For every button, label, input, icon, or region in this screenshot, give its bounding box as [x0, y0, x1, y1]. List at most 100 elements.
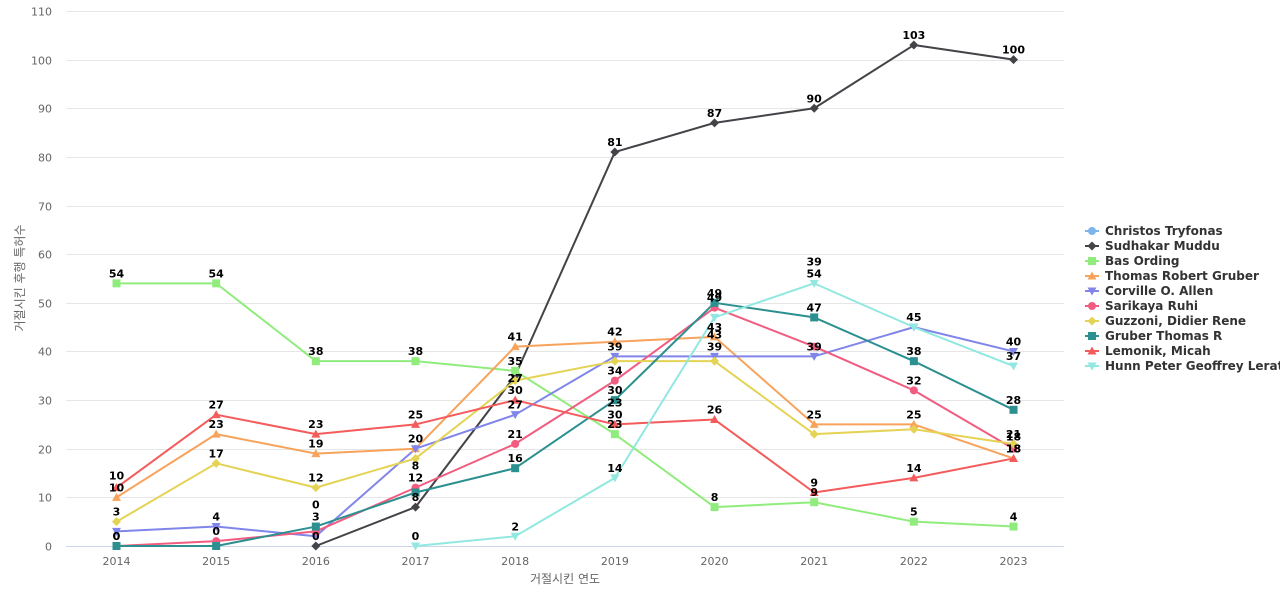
legend-symbol [1088, 227, 1096, 235]
legend-item-lemonik-micah[interactable]: Lemonik, Micah [1085, 344, 1211, 358]
legend-symbol [1088, 302, 1096, 310]
legend-label: Sarikaya Ruhi [1105, 299, 1198, 313]
point-guzzoni-didier-rene [411, 453, 421, 463]
point-bas-ording [810, 498, 819, 507]
data-label: 40 [1006, 335, 1022, 348]
data-label: 90 [807, 92, 823, 105]
point-thomas-robert-gruber [909, 419, 919, 428]
data-label: 32 [906, 374, 921, 387]
data-label: 100 [1002, 44, 1025, 57]
data-label: 30 [508, 384, 524, 397]
data-label: 49 [707, 292, 722, 305]
point-sarikaya-ruhi [810, 342, 819, 351]
legend-item-bas-ording[interactable]: Bas Ording [1085, 254, 1180, 268]
legend-label: Corville O. Allen [1105, 284, 1213, 298]
data-label: 3 [113, 506, 121, 519]
point-thomas-robert-gruber [311, 449, 321, 458]
legend-item-sudhakar-muddu[interactable]: Sudhakar Muddu [1085, 239, 1220, 253]
data-label: 54 [209, 267, 225, 280]
point-corville-o-allen [211, 523, 221, 532]
series-markers-sarikaya-ruhi [112, 303, 1018, 550]
y-tick-label: 20 [38, 444, 52, 457]
data-label: 23 [209, 418, 224, 431]
data-label: 8 [412, 491, 420, 504]
point-gruber-thomas-r [1009, 405, 1018, 414]
point-bas-ording [610, 430, 619, 439]
point-hunn-peter-geoffrey-lerato [909, 323, 919, 332]
legend-symbol [1087, 346, 1097, 355]
point-gruber-thomas-r [311, 522, 320, 531]
data-label: 9 [810, 486, 818, 499]
legend-symbol [1087, 271, 1097, 280]
series-markers [112, 40, 1019, 551]
point-guzzoni-didier-rene [909, 424, 919, 434]
point-lemonik-micah [809, 488, 819, 496]
legend-label: Guzzoni, Didier Rene [1105, 314, 1246, 328]
series-line-gruber-thomas-r [115, 301, 1015, 547]
point-lemonik-micah [411, 419, 421, 428]
point-gruber-thomas-r [511, 464, 520, 473]
point-lemonik-micah [710, 415, 720, 424]
data-label: 12 [308, 472, 323, 485]
legend-item-sarikaya-ruhi[interactable]: Sarikaya Ruhi [1085, 299, 1198, 313]
data-label: 25 [906, 408, 921, 421]
data-label: 18 [1006, 430, 1021, 443]
y-tick-label: 110 [31, 6, 52, 19]
legend-symbol [1087, 316, 1097, 326]
y-tick-label: 70 [38, 201, 52, 214]
legend-label: Christos Tryfonas [1105, 224, 1223, 238]
data-label: 103 [902, 29, 925, 42]
point-corville-o-allen [311, 532, 321, 541]
y-tick-label: 10 [38, 492, 52, 505]
point-guzzoni-didier-rene [809, 429, 819, 439]
data-label: 54 [109, 267, 125, 280]
point-sarikaya-ruhi [511, 439, 520, 448]
data-label: 42 [607, 326, 622, 339]
data-label: 39 [707, 340, 722, 353]
data-label: 18 [1006, 442, 1021, 455]
point-lemonik-micah [510, 395, 520, 404]
data-label: 27 [508, 399, 523, 412]
data-label: 19 [308, 438, 323, 451]
data-label: 35 [508, 355, 523, 368]
point-gruber-thomas-r [112, 542, 121, 550]
point-corville-o-allen [809, 352, 819, 361]
point-sudhakar-muddu [909, 40, 919, 50]
point-lemonik-micah [311, 429, 321, 438]
y-tick-label: 100 [31, 55, 52, 68]
point-bas-ording [112, 279, 121, 288]
data-label: 0 [113, 530, 121, 543]
series-line-guzzoni-didier-rene [115, 360, 1015, 523]
y-axis-ticks: 0 10 20 30 40 50 60 70 80 90 100 110 [31, 6, 52, 554]
point-lemonik-micah [909, 473, 919, 482]
data-label: 30 [607, 408, 623, 421]
legend-item-corville-o-allen[interactable]: Corville O. Allen [1085, 284, 1213, 298]
data-label: 8 [412, 460, 420, 473]
point-thomas-robert-gruber [211, 429, 221, 438]
point-bas-ording [1009, 522, 1018, 531]
point-hunn-peter-geoffrey-lerato [710, 313, 720, 322]
point-lemonik-micah [1009, 453, 1019, 462]
legend-label: Lemonik, Micah [1105, 344, 1211, 358]
data-label: 0 [113, 530, 121, 543]
point-guzzoni-didier-rene [510, 376, 520, 386]
y-tick-label: 60 [38, 249, 52, 262]
legend-item-hunn-peter-geoffrey-lerato[interactable]: Hunn Peter Geoffrey Lerato [1085, 359, 1280, 373]
legend-item-guzzoni-didier-rene[interactable]: Guzzoni, Didier Rene [1085, 314, 1246, 328]
data-label: 18 [1006, 442, 1021, 455]
point-hunn-peter-geoffrey-lerato [1009, 362, 1019, 371]
series-line-sudhakar-muddu [314, 44, 1015, 547]
point-gruber-thomas-r [610, 396, 619, 405]
x-tick-label: 2018 [501, 555, 529, 568]
legend-item-thomas-robert-gruber[interactable]: Thomas Robert Gruber [1085, 269, 1259, 283]
legend-item-christos-tryfonas[interactable]: Christos Tryfonas [1085, 224, 1223, 238]
data-label: 4 [1010, 511, 1018, 524]
legend-item-gruber-thomas-r[interactable]: Gruber Thomas R [1085, 329, 1222, 343]
point-gruber-thomas-r [710, 298, 719, 307]
x-tick-label: 2015 [202, 555, 230, 568]
series-markers-guzzoni-didier-rene [112, 356, 1019, 527]
data-label: 10 [109, 481, 125, 494]
point-sudhakar-muddu [710, 118, 720, 128]
